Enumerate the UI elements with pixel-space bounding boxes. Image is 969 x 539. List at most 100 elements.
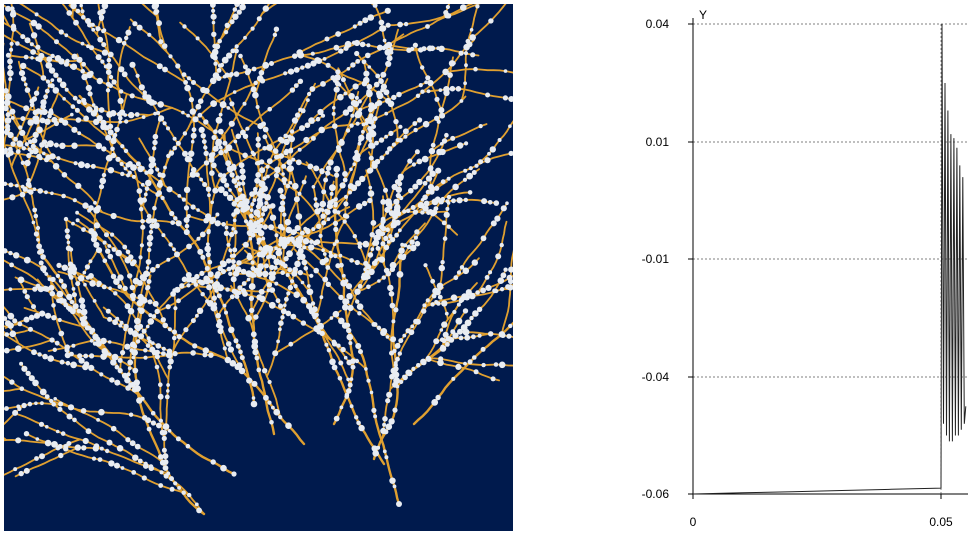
synapse-node [146,279,152,284]
synapse-node [309,239,314,244]
synapse-node [199,270,205,276]
synapse-node [19,191,26,198]
synapse-node [83,353,89,359]
synapse-node [414,240,421,247]
synapse-node [338,294,344,301]
synapse-node [34,115,40,121]
synapse-node [49,398,54,404]
synapse-node [333,197,338,202]
synapse-node [256,16,262,22]
synapse-node [282,212,287,217]
synapse-node [146,241,153,247]
neuron-3d-viewport[interactable] [4,4,513,531]
synapse-node [485,92,491,98]
synapse-node [389,266,396,272]
synapse-node [376,445,381,450]
synapse-node [365,52,371,59]
synapse-node [227,167,233,173]
synapse-node [154,354,160,360]
synapse-node [319,330,325,337]
synapse-node [386,391,393,398]
synapse-node [455,86,462,92]
synapse-node [229,101,235,107]
synapse-node [18,470,24,477]
synapse-node [494,288,499,294]
synapse-node [439,142,444,146]
synapse-node [134,443,141,450]
synapse-node [30,32,38,39]
synapse-node [457,328,463,335]
synapse-node [255,136,261,142]
synapse-node [136,24,143,31]
synapse-node [393,360,398,365]
dendrite-branch [4,104,104,214]
synapse-node [455,363,462,370]
synapse-node [346,293,353,300]
synapse-node [7,322,14,329]
synapse-node [83,361,90,367]
synapse-node [5,5,12,12]
synapse-node [146,336,151,341]
synapse-node [258,180,266,188]
synapse-node [320,113,326,118]
synapse-node [118,89,124,94]
synapse-node [386,240,391,244]
synapse-node [288,341,294,347]
synapse-node [293,67,300,73]
synapse-node [309,86,316,92]
synapse-node [175,140,181,146]
synapse-node [89,280,96,287]
synapse-node [284,218,292,226]
synapse-node [31,137,38,144]
synapse-node [310,301,316,306]
synapse-node [413,235,418,240]
synapse-node [300,65,305,70]
y-tick-label: 0.01 [646,135,670,149]
synapse-node [32,286,38,292]
voltage-plot[interactable]: Y 0.04 0.01 -0.01 -0.04 -0.06 0 0.05 [560,0,969,534]
synapse-node [91,103,96,107]
synapse-node [167,358,174,365]
dendrite-branch [4,339,53,352]
synapse-node [434,96,440,102]
synapse-node [319,258,326,266]
synapse-node [324,209,331,216]
synapse-node [342,213,348,219]
synapse-node [29,98,35,104]
plot-svg: Y 0.040.01-0.01-0.04-0.06 0 0.05 [642,8,968,529]
synapse-node [262,270,269,278]
synapse-node [193,282,199,287]
synapse-node [155,167,160,172]
synapse-node [410,324,415,329]
synapse-node [190,318,196,324]
synapse-node [127,327,134,334]
synapse-node [197,248,204,255]
synapse-node [493,200,500,206]
synapse-node [398,338,404,344]
synapse-node [64,33,69,38]
synapse-node [153,9,159,15]
synapse-node [76,56,83,63]
synapse-node [266,174,270,179]
synapse-node [175,220,182,227]
synapse-node [57,406,63,412]
synapse-node [139,243,144,248]
synapse-node [311,306,318,313]
synapse-node [224,182,230,188]
synapse-node [332,105,336,110]
synapse-node [371,124,377,129]
synapse-node [369,143,376,149]
dendrite-branch [4,90,31,151]
synapse-node [234,184,239,189]
synapse-node [225,144,233,152]
synapse-node [508,266,513,273]
synapse-node [162,66,168,73]
synapse-node [220,260,227,268]
synapse-node [58,297,65,304]
synapse-node [208,156,215,163]
synapse-node [90,163,96,169]
synapse-node [252,198,257,203]
dendrite-branch [66,219,136,263]
synapse-node [239,355,245,361]
synapse-node [228,72,233,78]
